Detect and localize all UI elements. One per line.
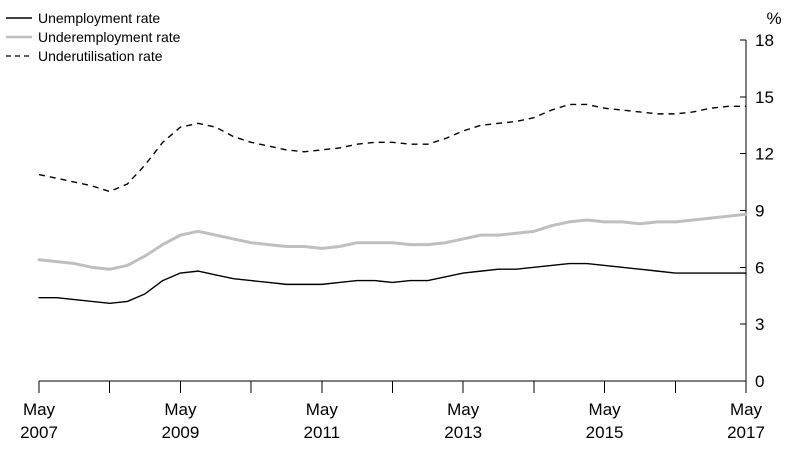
y-tick-label: 3 [755,315,764,334]
series-line-underemployment-rate [37,212,748,271]
legend-label-underemployment: Underemployment rate [38,29,181,45]
y-tick-label: 15 [755,88,774,107]
x-tick-label-month: May [730,400,763,419]
y-tick-label: 0 [755,372,764,391]
y-axis-unit-label: % [766,9,781,28]
x-tick-label-month: May [589,400,622,419]
axes: May 2007 May 2009 May 2011 May 2013 May 2015 May 20… [20,31,774,442]
series-line-underutilisation-rate [38,103,746,193]
series-line-unemployment-rate [38,262,747,305]
x-tick-label: May 2015 [586,400,624,442]
x-tick-label-year: 2015 [586,423,624,442]
x-tick-label-year: 2009 [161,423,199,442]
x-tick-label-month: May [447,400,480,419]
x-tick-label: May 2017 [727,400,765,442]
x-tick-label-month: May [23,400,56,419]
x-tick-label-year: 2013 [444,423,482,442]
y-tick-label: 18 [755,31,774,50]
x-tick-label: May 2013 [444,400,482,442]
legend-item-unemployment: Unemployment rate [6,10,160,26]
x-tick-label-year: 2007 [20,423,58,442]
legend: Unemployment rate Underemployment rate U… [6,10,181,64]
y-tick-label: 12 [755,145,774,164]
x-tick-label-month: May [164,400,197,419]
legend-label-unemployment: Unemployment rate [38,10,160,26]
legend-item-underemployment: Underemployment rate [6,29,181,45]
x-tick-label-year: 2017 [727,423,765,442]
x-tick-label-year: 2011 [304,423,341,442]
y-tick-label: 6 [755,258,764,277]
legend-label-underutilisation: Underutilisation rate [38,48,163,64]
y-tick-label: 9 [755,202,764,221]
x-tick-label-month: May [306,400,339,419]
legend-item-underutilisation: Underutilisation rate [6,48,163,64]
x-tick-label: May 2009 [161,400,199,442]
x-tick-label: May 2011 [304,400,341,442]
series-layer [37,103,748,305]
x-tick-label: May 2007 [20,400,58,442]
